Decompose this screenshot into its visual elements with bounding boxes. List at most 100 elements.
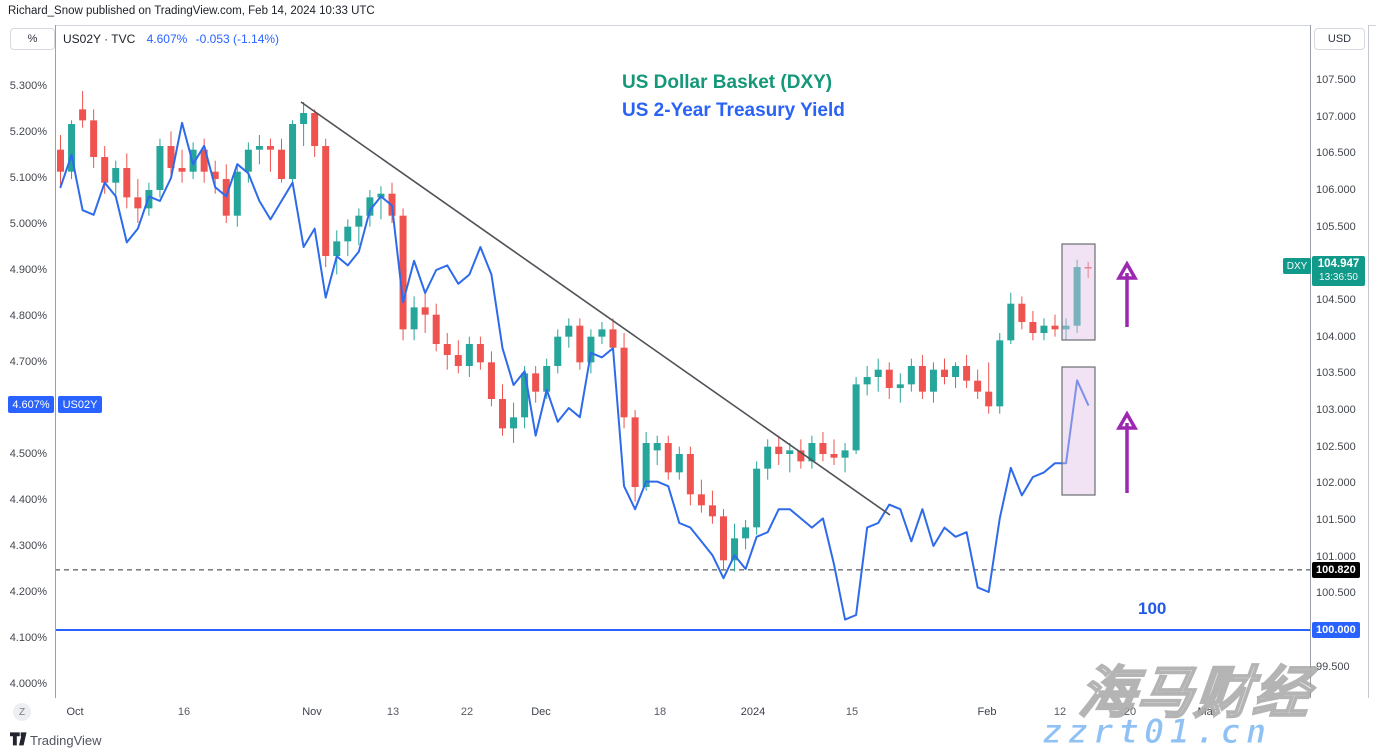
yield-axis-tick: 4.700% (9, 356, 47, 368)
candle-body (233, 171, 241, 216)
time-axis-label: 15 (845, 706, 859, 718)
candle-body (1007, 303, 1015, 341)
candle-body (697, 494, 705, 506)
yield-axis-tick: 5.300% (9, 80, 47, 92)
candle-body (1029, 322, 1037, 334)
candle-body (974, 380, 982, 392)
candle-body (764, 446, 772, 469)
candle-body (178, 168, 186, 172)
candle-body (874, 369, 882, 378)
candle-body (521, 373, 529, 418)
time-axis-label: 12 (1053, 706, 1067, 718)
usd-axis-tick: 99.500 (1316, 660, 1350, 673)
left-axis-border (55, 25, 56, 698)
highlight-box (1061, 243, 1096, 341)
candle-body (278, 149, 285, 180)
candle-body (432, 314, 440, 345)
candle-body (720, 516, 727, 561)
candle-body (918, 366, 926, 392)
dxy-price: 104.947 (1317, 258, 1360, 270)
candle-body (311, 113, 319, 147)
watermark-url-text: zzrt01.cn (1041, 712, 1272, 753)
time-axis-label: Nov (302, 706, 322, 718)
candle-body (266, 146, 274, 150)
candle-body (929, 369, 937, 392)
candle-body (421, 307, 429, 315)
candle-body (543, 366, 551, 392)
usd-axis-tick: 107.000 (1316, 110, 1356, 123)
chart-canvas[interactable] (0, 0, 1376, 698)
candle-body (996, 340, 1004, 407)
candle-body (333, 241, 341, 257)
candle-body (885, 369, 893, 389)
highlight-box (1061, 366, 1096, 496)
yield-axis-tick: 4.300% (9, 540, 47, 552)
candle-body (576, 325, 584, 363)
candle-body (510, 417, 518, 429)
candle-body (399, 215, 407, 330)
usd-axis-tick: 101.500 (1316, 514, 1356, 526)
candle-body (156, 146, 164, 191)
time-axis-label: Oct (66, 706, 84, 718)
time-axis-label: 13 (386, 706, 400, 718)
candle-body (609, 329, 617, 348)
candle-body (941, 369, 948, 378)
candle-body (631, 417, 639, 488)
yield-axis-tick: 4.900% (9, 264, 47, 276)
candle-body (532, 373, 540, 392)
us02y-symbol-badge: US02Y (58, 396, 102, 413)
candle-body (819, 443, 827, 455)
time-axis-label: 16 (177, 706, 191, 718)
usd-unit-button[interactable]: USD (1314, 28, 1365, 50)
level-price-label: 100.820 (1312, 561, 1360, 578)
tradingview-brand-text[interactable]: TradingView (30, 733, 102, 748)
left-price-axis[interactable]: 5.300% 5.200% 5.100% 5.000% 4.900% 4.800% 4.70… (0, 25, 55, 698)
symbol-legend[interactable]: US02Y · TVC 4.607% -0.053 (-1.14%) (63, 32, 279, 46)
candle-body (896, 384, 904, 389)
yield-axis-tick: 5.200% (9, 126, 47, 138)
timezone-button[interactable]: Z (13, 703, 31, 721)
candle-body (200, 149, 208, 172)
candle-body (620, 347, 628, 418)
right-axis-border (1310, 25, 1311, 726)
candle-body (808, 443, 816, 462)
tradingview-logo-icon[interactable] (10, 732, 27, 746)
time-axis-label: Dec (531, 706, 551, 718)
candle-body (664, 443, 672, 473)
usd-axis-tick: 105.500 (1316, 220, 1356, 233)
yield-axis-tick: 5.100% (9, 172, 47, 184)
candle-body (863, 377, 871, 385)
level-price-label: 100.000 (1312, 622, 1360, 638)
percent-unit-button[interactable]: % (10, 28, 55, 50)
candle-body (1062, 325, 1070, 330)
us02y-current-value-badge: 4.607% (8, 396, 54, 413)
candle-body (487, 362, 495, 400)
candle-body (1084, 267, 1092, 269)
yield-axis-tick: 4.100% (9, 632, 47, 644)
candle-body (101, 157, 109, 183)
up-arrow-head (1115, 260, 1139, 280)
time-axis-label: 22 (460, 706, 474, 718)
candle-body (841, 450, 849, 458)
dxy-price-time: 13:36:50 (1319, 272, 1358, 283)
candle-body (797, 450, 805, 462)
candle-body (587, 336, 595, 363)
usd-axis-tick: 107.500 (1316, 74, 1356, 87)
candle-body (123, 168, 131, 198)
up-arrow-head (1115, 410, 1139, 430)
candle-body (255, 146, 263, 150)
plot-area[interactable] (55, 91, 1310, 631)
candle-body (985, 391, 993, 407)
candle-body (852, 384, 860, 451)
candle-body (742, 527, 750, 539)
candle-body (465, 344, 473, 367)
candle-body (708, 505, 716, 517)
time-axis[interactable]: Z Oct 16 Nov 13 22 Dec 18 2024 15 Feb 12 20 Mar (0, 698, 1376, 726)
yield-axis-tick: 5.000% (9, 218, 47, 230)
top-divider (0, 25, 1376, 26)
candle-body (907, 366, 915, 385)
candle-body (90, 120, 98, 158)
level-100-label: 100 (1138, 599, 1167, 618)
dxy-title: US Dollar Basket (DXY) (622, 72, 833, 93)
